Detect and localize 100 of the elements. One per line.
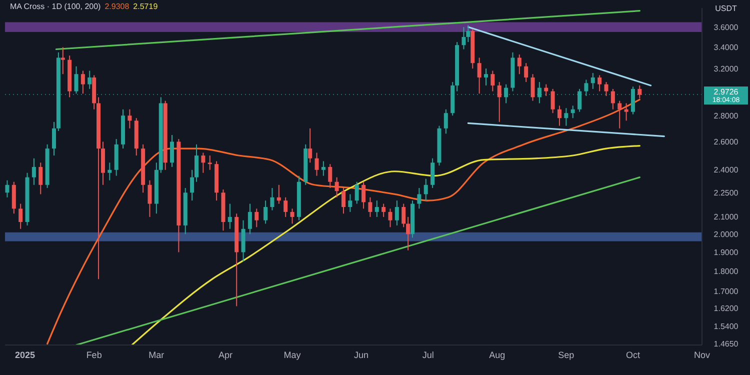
x-tick-label: Apr — [218, 350, 232, 360]
candlestick — [388, 208, 392, 228]
candlestick — [170, 134, 174, 168]
candlestick — [550, 88, 555, 114]
candlestick — [334, 176, 339, 198]
x-tick-label: Sep — [558, 350, 574, 360]
candlestick — [328, 164, 332, 188]
candlestick — [504, 84, 508, 104]
candlestick — [406, 216, 410, 251]
candlestick — [598, 74, 602, 92]
candlestick — [354, 181, 359, 204]
x-tick-label: Oct — [626, 350, 640, 360]
candlestick — [462, 26, 466, 50]
candlestick — [290, 208, 294, 224]
y-tick-label: 1.9000 — [714, 248, 739, 257]
x-tick-label: Feb — [86, 350, 102, 360]
ref-line-label: 2.9726 — [714, 87, 739, 96]
y-tick-label: 1.8000 — [714, 267, 739, 276]
candlestick — [590, 72, 595, 90]
y-tick-label: 2.4000 — [714, 166, 739, 175]
candlestick — [284, 196, 288, 218]
candlestick — [544, 84, 548, 97]
y-axis-title: USDT — [715, 4, 737, 13]
annotation: 2.5719 — [133, 2, 158, 11]
candlestick — [264, 200, 268, 224]
candlestick — [190, 169, 194, 202]
x-tick-label: May — [284, 350, 302, 360]
x-tick-label: 2025 — [15, 350, 36, 360]
y-tick-label: 1.5400 — [714, 322, 739, 332]
y-tick-label: 2.0000 — [714, 230, 739, 239]
candlestick — [18, 203, 23, 230]
y-tick-label: 2.2500 — [714, 188, 739, 198]
candlestick — [52, 121, 56, 156]
x-tick-label: Mar — [148, 350, 164, 360]
y-tick-label: 3.6000 — [714, 22, 739, 32]
candlestick — [466, 24, 470, 43]
candlestick — [402, 203, 406, 228]
candlestick — [584, 79, 588, 97]
candlestick — [12, 181, 16, 214]
candlestick — [60, 46, 65, 75]
candlestick — [517, 54, 522, 75]
candlestick — [382, 203, 386, 218]
candlestick — [444, 108, 448, 134]
candlestick — [254, 208, 259, 228]
candlestick — [610, 88, 615, 110]
candlestick — [537, 82, 542, 104]
candlestick — [314, 152, 319, 176]
candlestick — [276, 184, 281, 204]
y-tick-label: 2.6000 — [714, 137, 739, 146]
y-tick-label: 1.6200 — [714, 304, 739, 314]
candlestick — [208, 155, 212, 170]
candlestick — [490, 70, 495, 92]
candlestick — [557, 105, 562, 126]
candlestick — [38, 162, 43, 195]
candlestick — [228, 203, 232, 230]
candlestick — [570, 105, 575, 119]
candlestick — [128, 108, 132, 129]
candlestick — [477, 57, 482, 94]
candlestick — [88, 70, 92, 90]
candlestick — [424, 178, 428, 202]
candlestick — [348, 194, 352, 212]
candlestick — [241, 220, 246, 262]
line-series — [131, 144, 640, 345]
chart-title: MA Cross · 1D (100, 200) — [10, 2, 101, 11]
candlestick — [308, 128, 312, 164]
candlestick — [630, 86, 635, 115]
candlestick — [201, 152, 206, 174]
candlestick — [638, 84, 642, 99]
candlestick — [484, 68, 488, 86]
candlestick — [270, 187, 274, 211]
candlestick — [80, 70, 85, 94]
y-tick-label: 2.1000 — [714, 212, 739, 222]
candlestick — [108, 162, 112, 181]
candlestick — [362, 181, 366, 210]
y-tick-label: 3.2000 — [714, 64, 739, 74]
y-tick-label: 1.4650 — [714, 340, 739, 349]
candlestick — [618, 100, 622, 129]
candlestick — [417, 187, 422, 210]
candlestick — [248, 203, 252, 235]
candlestick — [564, 108, 568, 126]
candlestick — [430, 158, 435, 188]
x-tick-label: Aug — [489, 350, 506, 360]
x-tick-label: Jun — [354, 350, 369, 360]
candlestick — [524, 62, 528, 83]
candlestick — [74, 66, 78, 94]
y-tick-label: 3.4000 — [714, 42, 739, 52]
annotation: 2.9308 — [104, 2, 130, 11]
candlestick — [341, 187, 346, 214]
candlestick — [148, 180, 152, 218]
line-series — [46, 98, 640, 345]
candlestick — [530, 74, 535, 102]
candlestick — [624, 102, 628, 122]
candlestick — [194, 144, 199, 182]
candlestick — [368, 196, 372, 218]
candlestick — [32, 158, 36, 186]
y-tick-label: 1.7000 — [714, 287, 739, 296]
candlestick — [374, 200, 379, 218]
x-tick-label: Nov — [694, 350, 710, 360]
candlestick — [497, 82, 502, 122]
candlestick — [394, 200, 399, 226]
